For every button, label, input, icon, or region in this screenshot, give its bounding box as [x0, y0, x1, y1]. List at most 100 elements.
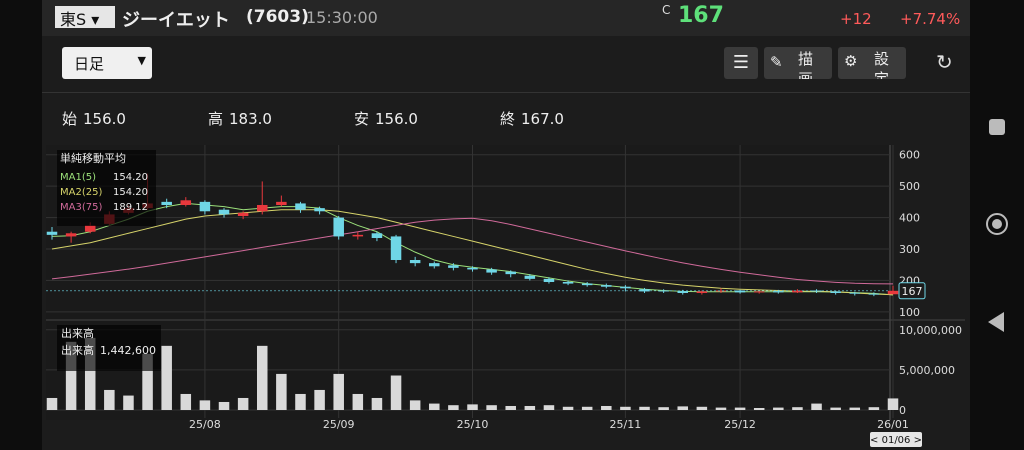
x-tick-label: 26/01	[877, 418, 909, 431]
volume-bar	[180, 393, 192, 410]
candle-body	[84, 225, 96, 232]
candle-body	[773, 291, 784, 293]
x-tick-label: 25/08	[189, 418, 221, 431]
volume-bar	[505, 405, 516, 410]
ohlc-value: 183.0	[229, 110, 272, 128]
settings-button[interactable]: ⚙ 設定	[838, 47, 906, 79]
legend-box	[57, 325, 161, 371]
y-tick-label: 5,000,000	[899, 364, 955, 377]
volume-bar	[276, 373, 287, 410]
volume-bar	[715, 407, 727, 410]
stock-code: (7603)	[246, 7, 309, 27]
legend-name: MA3(75)	[60, 202, 102, 213]
top-bar	[42, 0, 970, 36]
candle-body	[486, 269, 497, 273]
volume-title: 出来高	[61, 326, 94, 340]
draw-button[interactable]: ✎ 描画	[764, 47, 832, 79]
candle-body	[868, 293, 880, 295]
candle-body	[581, 283, 593, 286]
volume-bar	[237, 397, 249, 410]
candle-body	[295, 203, 306, 210]
y-tick-label: 300	[899, 243, 920, 256]
nav-bar	[972, 0, 1024, 450]
ohlc-value: 156.0	[83, 110, 126, 128]
volume-bar	[792, 407, 803, 410]
candle-body	[639, 289, 650, 292]
candle-body	[333, 217, 344, 237]
candle-body	[276, 201, 287, 205]
volume-bar	[486, 405, 497, 410]
volume-bar	[256, 345, 268, 410]
legend-value: 189.12	[113, 202, 148, 213]
draw-label: 描画	[798, 50, 814, 79]
list-button[interactable]: ☰	[724, 47, 758, 79]
y-tick-label: 600	[899, 149, 920, 162]
cursor-box	[870, 432, 922, 447]
legend-value: 154.20	[113, 187, 148, 198]
candle-body	[830, 291, 841, 293]
volume-bar	[314, 389, 325, 410]
candle-body	[237, 212, 249, 216]
home-button[interactable]	[986, 213, 1008, 235]
volume-label: 出来高	[61, 343, 94, 357]
volume-bar	[562, 406, 574, 410]
back-button[interactable]	[988, 312, 1004, 332]
candle-body	[409, 260, 421, 264]
candle-body	[65, 233, 77, 237]
price-tag-label: 167	[902, 285, 923, 298]
candle-body	[792, 290, 803, 293]
refresh-button[interactable]: ↻	[936, 50, 953, 74]
candle-body	[467, 267, 478, 270]
candle-body	[218, 209, 230, 215]
volume-bar	[390, 375, 402, 410]
legend-title: 単純移動平均	[60, 151, 126, 165]
settings-label: 設定	[874, 50, 890, 79]
volume-bar	[773, 407, 784, 410]
volume-bar	[199, 400, 211, 410]
candle-body	[601, 285, 612, 287]
candle-body	[849, 292, 861, 294]
price-tag	[898, 282, 926, 300]
volume-bar	[753, 407, 765, 410]
volume-bar	[448, 405, 459, 410]
candle-body	[371, 233, 383, 238]
volume-bar	[734, 407, 746, 410]
candle-body	[448, 265, 459, 268]
period: 日足	[74, 55, 105, 73]
volume-bar	[84, 337, 96, 410]
candle-body	[543, 278, 555, 282]
candle-body	[677, 291, 689, 293]
volume-bar	[46, 397, 58, 410]
volume-bar	[639, 406, 650, 410]
volume-bar	[142, 353, 153, 410]
ohlc-label: 高	[208, 110, 224, 128]
ma-line	[51, 217, 894, 285]
candle-body	[352, 234, 364, 237]
volume-bar	[333, 373, 344, 410]
volume-bar	[65, 341, 77, 410]
volume-bar	[467, 404, 478, 410]
candle-body	[46, 231, 58, 235]
x-tick-label: 25/11	[610, 418, 642, 431]
legend-value: 154.20	[113, 172, 148, 183]
ohlc-label: 終	[500, 110, 516, 128]
exchange-select[interactable]: 東S ▾	[55, 6, 115, 29]
ohlc-item: 安 156.0	[354, 108, 500, 129]
volume-bar	[581, 406, 593, 410]
recent-button[interactable]	[989, 119, 1005, 135]
candle-body	[696, 291, 708, 293]
candle-body	[180, 200, 192, 205]
volume-value: 1,442,600	[100, 344, 156, 357]
exchange: 東S	[60, 10, 87, 29]
change-pct: +7.74%	[900, 10, 961, 28]
candle-body	[715, 290, 727, 292]
y-tick-label: 500	[899, 180, 920, 193]
legend-box	[57, 150, 156, 226]
legend-name: MA2(25)	[60, 187, 102, 198]
ma-line	[51, 209, 894, 296]
volume-bar	[409, 400, 421, 410]
period-select[interactable]: 日足 ▼	[62, 47, 152, 79]
y-tick-label: 0	[899, 404, 906, 417]
